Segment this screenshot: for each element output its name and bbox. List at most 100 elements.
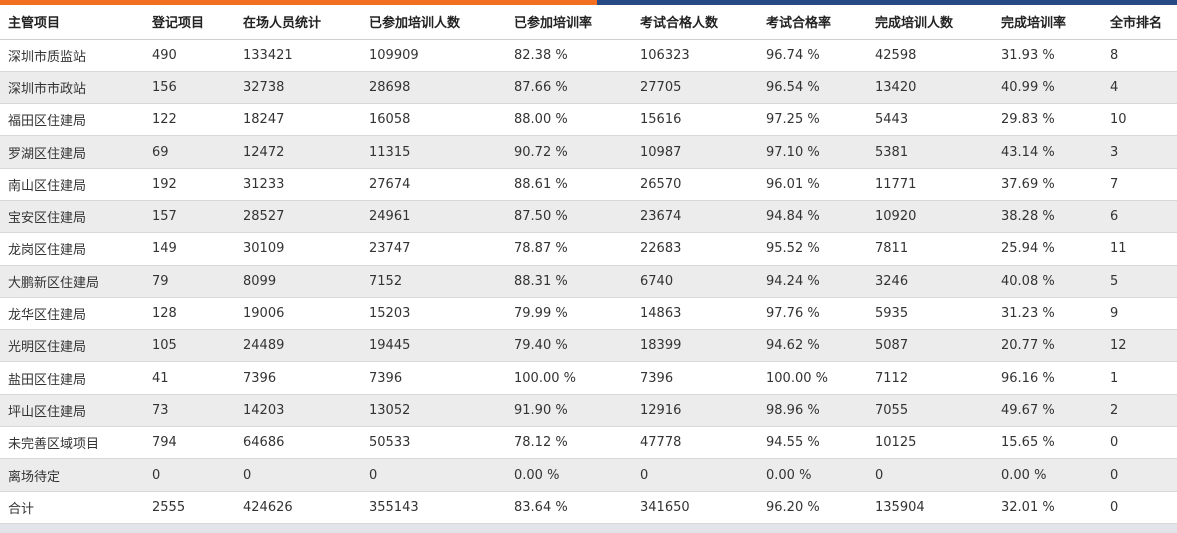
cell-city-rank: 11 — [1102, 232, 1177, 266]
cell-trained-count: 19445 — [361, 329, 506, 363]
cell-exam-passed-count: 18399 — [632, 329, 758, 363]
cell-onsite-personnel: 12472 — [235, 135, 361, 169]
cell-completed-rate: 40.99 % — [993, 71, 1102, 105]
cell-trained-count: 50533 — [361, 426, 506, 460]
cell-registered-projects: 41 — [144, 361, 235, 395]
header-city-rank[interactable]: 全市排名 — [1102, 5, 1177, 40]
header-onsite-personnel[interactable]: 在场人员统计 — [235, 5, 361, 40]
cell-trained-count: 0 — [361, 458, 506, 492]
cell-onsite-personnel: 0 — [235, 458, 361, 492]
cell-trained-rate: 100.00 % — [506, 361, 632, 395]
table-row: 未完善区域项目 794 64686 50533 78.12 % 47778 94.55 % 1… — [0, 426, 1177, 460]
cell-onsite-personnel: 24489 — [235, 329, 361, 363]
cell-city-rank: 9 — [1102, 297, 1177, 331]
cell-trained-rate: 79.99 % — [506, 297, 632, 331]
cell-exam-passed-count: 47778 — [632, 426, 758, 460]
cell-trained-rate: 87.66 % — [506, 71, 632, 105]
cell-registered-projects: 192 — [144, 168, 235, 201]
table-row: 合计 2555 424626 355143 83.64 % 341650 96.20 % 13… — [0, 491, 1177, 524]
cell-completed-rate: 96.16 % — [993, 361, 1102, 395]
cell-trained-rate: 78.12 % — [506, 426, 632, 460]
cell-exam-pass-rate: 96.54 % — [758, 71, 867, 105]
cell-exam-pass-rate: 95.52 % — [758, 232, 867, 266]
cell-exam-passed-count: 23674 — [632, 200, 758, 234]
header-exam-pass-rate[interactable]: 考试合格率 — [758, 5, 867, 40]
cell-trained-count: 15203 — [361, 297, 506, 331]
cell-city-rank: 0 — [1102, 458, 1177, 492]
cell-department: 南山区住建局 — [0, 168, 144, 201]
cell-onsite-personnel: 424626 — [235, 491, 361, 524]
cell-registered-projects: 157 — [144, 200, 235, 234]
cell-onsite-personnel: 28527 — [235, 200, 361, 234]
header-trained-rate[interactable]: 已参加培训率 — [506, 5, 632, 40]
table-row: 盐田区住建局 41 7396 7396 100.00 % 7396 100.00 % 7112… — [0, 361, 1177, 395]
cell-department: 罗湖区住建局 — [0, 135, 144, 169]
cell-exam-pass-rate: 0.00 % — [758, 458, 867, 492]
header-exam-passed-count[interactable]: 考试合格人数 — [632, 5, 758, 40]
cell-registered-projects: 156 — [144, 71, 235, 105]
header-registered-projects[interactable]: 登记项目 — [144, 5, 235, 40]
cell-exam-passed-count: 7396 — [632, 361, 758, 395]
cell-completed-rate: 32.01 % — [993, 491, 1102, 524]
cell-exam-pass-rate: 94.24 % — [758, 265, 867, 298]
cell-department: 合计 — [0, 491, 144, 524]
cell-completed-count: 5935 — [867, 297, 993, 331]
cell-exam-pass-rate: 96.74 % — [758, 39, 867, 72]
cell-city-rank: 0 — [1102, 426, 1177, 460]
cell-department: 光明区住建局 — [0, 329, 144, 363]
training-stats-table: 主管项目 登记项目 在场人员统计 已参加培训人数 已参加培训率 考试合格人数 考… — [0, 5, 1177, 524]
cell-trained-rate: 78.87 % — [506, 232, 632, 266]
cell-completed-rate: 31.93 % — [993, 39, 1102, 72]
cell-trained-count: 11315 — [361, 135, 506, 169]
cell-department: 宝安区住建局 — [0, 200, 144, 234]
cell-onsite-personnel: 133421 — [235, 39, 361, 72]
cell-exam-passed-count: 12916 — [632, 394, 758, 428]
cell-onsite-personnel: 31233 — [235, 168, 361, 201]
cell-completed-count: 42598 — [867, 39, 993, 72]
cell-completed-rate: 40.08 % — [993, 265, 1102, 298]
cell-trained-rate: 0.00 % — [506, 458, 632, 492]
header-trained-count[interactable]: 已参加培训人数 — [361, 5, 506, 40]
cell-city-rank: 5 — [1102, 265, 1177, 298]
header-completed-count[interactable]: 完成培训人数 — [867, 5, 993, 40]
cell-registered-projects: 105 — [144, 329, 235, 363]
cell-completed-rate: 37.69 % — [993, 168, 1102, 201]
cell-exam-passed-count: 15616 — [632, 103, 758, 137]
cell-registered-projects: 73 — [144, 394, 235, 428]
cell-registered-projects: 149 — [144, 232, 235, 266]
cell-completed-count: 11771 — [867, 168, 993, 201]
cell-completed-rate: 29.83 % — [993, 103, 1102, 137]
cell-trained-count: 24961 — [361, 200, 506, 234]
accent-bar-blue — [597, 0, 1177, 5]
cell-exam-passed-count: 6740 — [632, 265, 758, 298]
cell-trained-count: 355143 — [361, 491, 506, 524]
cell-trained-count: 27674 — [361, 168, 506, 201]
cell-onsite-personnel: 19006 — [235, 297, 361, 331]
cell-exam-passed-count: 341650 — [632, 491, 758, 524]
cell-registered-projects: 794 — [144, 426, 235, 460]
cell-exam-passed-count: 26570 — [632, 168, 758, 201]
cell-trained-rate: 88.31 % — [506, 265, 632, 298]
table-row: 深圳市质监站 490 133421 109909 82.38 % 106323 96.74 … — [0, 39, 1177, 72]
cell-city-rank: 8 — [1102, 39, 1177, 72]
cell-exam-pass-rate: 94.84 % — [758, 200, 867, 234]
cell-registered-projects: 0 — [144, 458, 235, 492]
table-row: 龙岗区住建局 149 30109 23747 78.87 % 22683 95.52 % 78… — [0, 232, 1177, 266]
accent-bar-orange — [0, 0, 597, 5]
cell-trained-count: 7396 — [361, 361, 506, 395]
cell-completed-count: 3246 — [867, 265, 993, 298]
cell-exam-passed-count: 14863 — [632, 297, 758, 331]
cell-onsite-personnel: 30109 — [235, 232, 361, 266]
header-department[interactable]: 主管项目 — [0, 5, 144, 40]
cell-registered-projects: 122 — [144, 103, 235, 137]
table-row: 南山区住建局 192 31233 27674 88.61 % 26570 96.01 % 11… — [0, 168, 1177, 201]
cell-trained-rate: 79.40 % — [506, 329, 632, 363]
cell-department: 未完善区域项目 — [0, 426, 144, 460]
cell-completed-count: 7811 — [867, 232, 993, 266]
header-completed-rate[interactable]: 完成培训率 — [993, 5, 1102, 40]
cell-registered-projects: 2555 — [144, 491, 235, 524]
cell-registered-projects: 128 — [144, 297, 235, 331]
cell-completed-count: 0 — [867, 458, 993, 492]
cell-exam-pass-rate: 100.00 % — [758, 361, 867, 395]
cell-city-rank: 0 — [1102, 491, 1177, 524]
